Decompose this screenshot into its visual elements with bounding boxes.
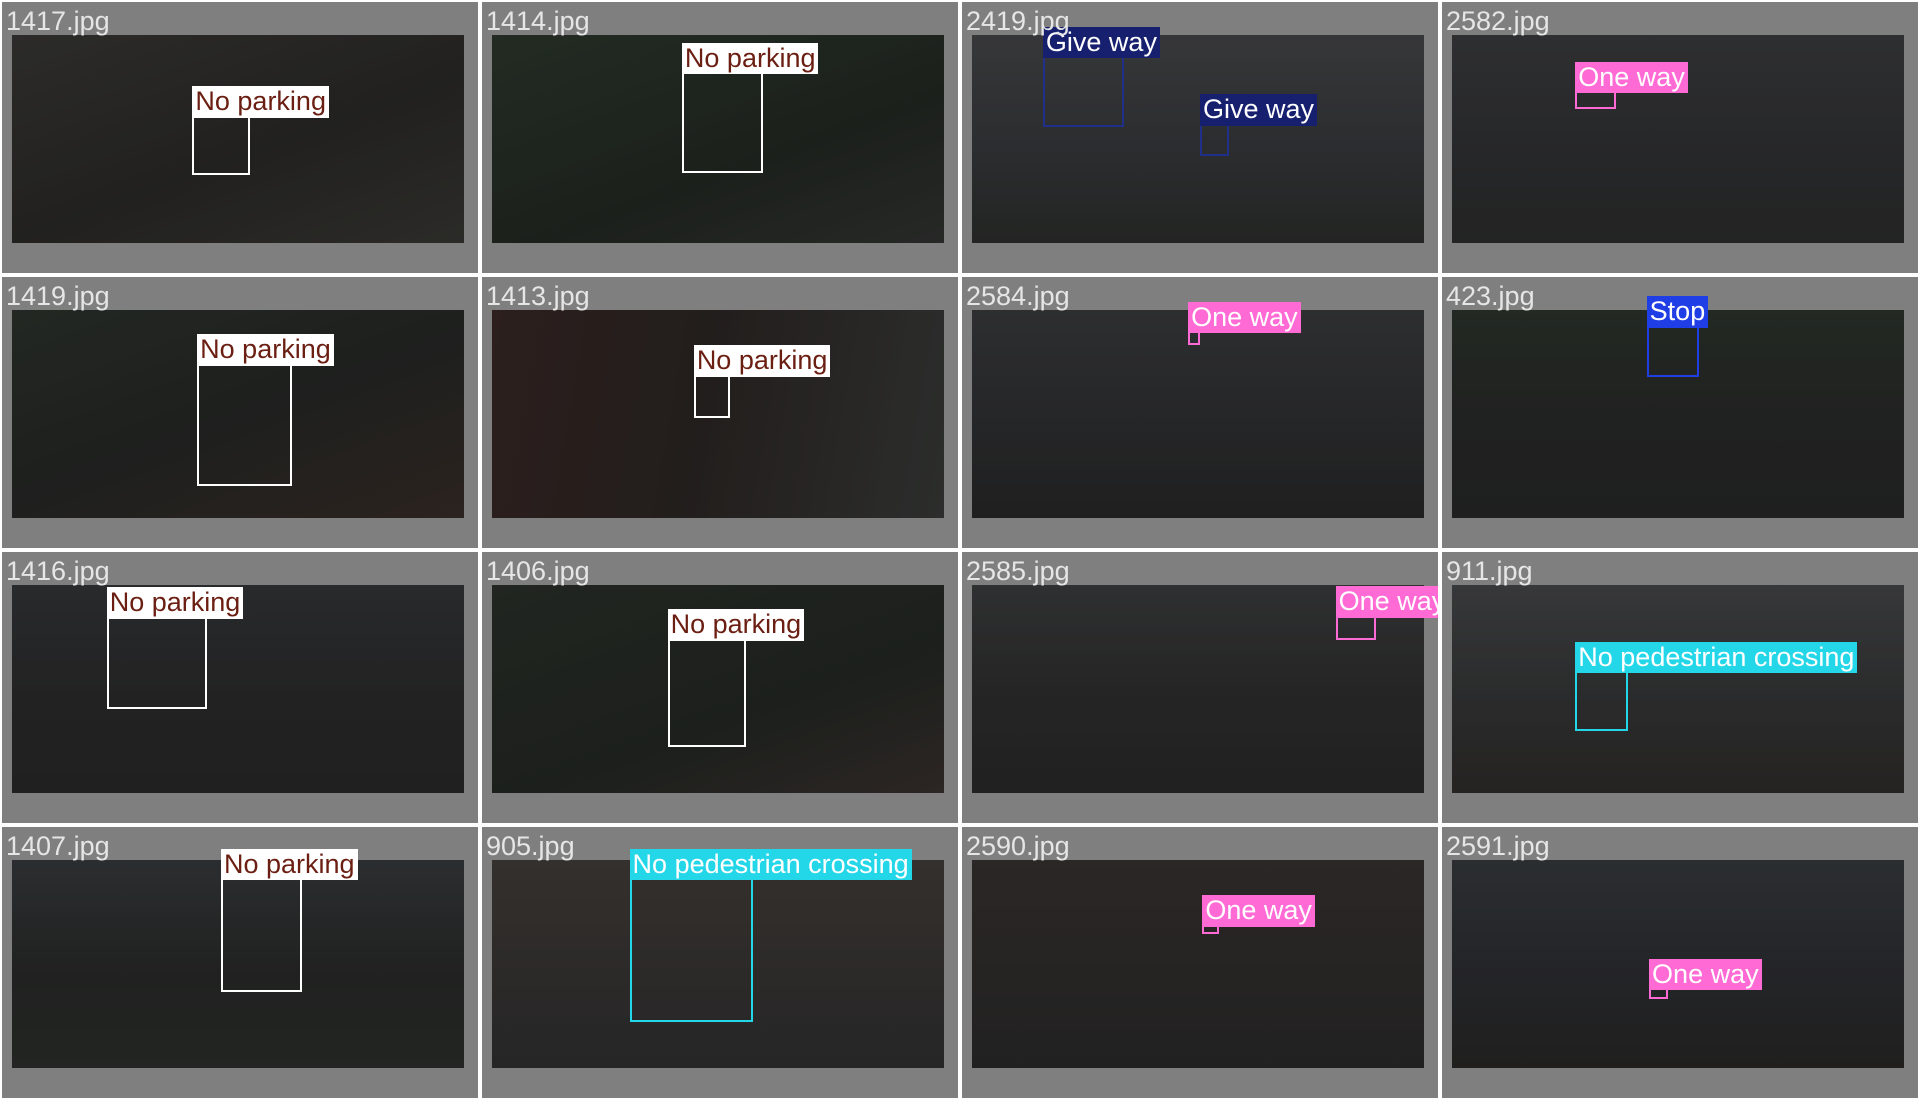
detection-label: No parking [197, 334, 334, 366]
detection-label: Give way [1200, 94, 1318, 126]
detection-label: No parking [220, 848, 358, 881]
result-tile[interactable]: 1406.jpg No parking [482, 552, 958, 823]
photo [1451, 34, 1904, 244]
filename: 1407.jpg [6, 831, 110, 861]
photo [1451, 309, 1904, 519]
photo [971, 584, 1424, 794]
detection-box: One way [1649, 958, 1762, 1000]
photo [491, 309, 944, 519]
detection-label: One way [1575, 61, 1688, 94]
result-tile[interactable]: 2585.jpg One way [962, 552, 1438, 823]
detection-label: Stop [1646, 296, 1709, 328]
detection-label: One way [1649, 958, 1762, 991]
result-tile[interactable]: 1407.jpg No parking [2, 827, 478, 1098]
result-tile[interactable]: 905.jpg No pedestrian crossing [482, 827, 958, 1098]
filename: 2585.jpg [966, 556, 1070, 586]
photo [491, 859, 944, 1069]
filename: 2591.jpg [1446, 831, 1550, 861]
result-tile[interactable]: 1416.jpg No parking [2, 552, 478, 823]
result-tile[interactable]: 1417.jpg No parking [2, 2, 478, 273]
result-tile[interactable]: 2590.jpg One way [962, 827, 1438, 1098]
result-tile[interactable]: 2582.jpg One way [1442, 2, 1918, 273]
detection-label: No parking [667, 609, 805, 641]
result-tile[interactable]: 2591.jpg One way [1442, 827, 1918, 1098]
detection-box: No parking [681, 42, 819, 173]
filename: 1406.jpg [486, 556, 590, 586]
detection-label: No parking [681, 42, 819, 75]
filename: 2419.jpg [966, 6, 1070, 36]
result-tile[interactable]: 1414.jpg No parking [482, 2, 958, 273]
filename: 1416.jpg [6, 556, 110, 586]
filename: 423.jpg [1446, 281, 1535, 311]
detection-label: One way [1335, 585, 1438, 618]
result-tile[interactable]: 1419.jpg No parking [2, 277, 478, 548]
detection-box: Stop [1646, 296, 1709, 378]
detection-box: Give way [1200, 94, 1318, 157]
photo [1451, 584, 1904, 794]
detection-box: Give way [1042, 26, 1160, 127]
result-tile[interactable]: 423.jpg Stop [1442, 277, 1918, 548]
photo [11, 859, 464, 1069]
result-tile[interactable]: 2584.jpg One way [962, 277, 1438, 548]
filename: 1419.jpg [6, 281, 110, 311]
filename: 1414.jpg [486, 6, 590, 36]
detection-box: No parking [192, 86, 329, 176]
detection-label: No parking [192, 86, 329, 118]
detection-box: No pedestrian crossing [629, 848, 912, 1023]
detection-label: One way [1202, 894, 1315, 927]
filename: 1417.jpg [6, 6, 110, 36]
result-tile[interactable]: 2419.jpg Give way Give way [962, 2, 1438, 273]
detection-label: Give way [1042, 26, 1160, 59]
filename: 1413.jpg [486, 281, 590, 311]
detection-label: No parking [106, 587, 244, 620]
photo [971, 859, 1424, 1069]
filename: 911.jpg [1446, 556, 1533, 586]
detection-box: One way [1188, 301, 1301, 345]
photo [971, 34, 1424, 244]
filename: 2582.jpg [1446, 6, 1550, 36]
detection-box: No parking [220, 848, 358, 993]
detection-label: No pedestrian crossing [1575, 641, 1858, 674]
photo [11, 309, 464, 519]
photo [11, 584, 464, 794]
filename: 905.jpg [486, 831, 575, 861]
detection-box: One way [1335, 585, 1438, 641]
detection-box: No pedestrian crossing [1575, 641, 1858, 731]
detection-box: One way [1575, 61, 1688, 110]
filename: 2590.jpg [966, 831, 1070, 861]
result-tile[interactable]: 911.jpg No pedestrian crossing [1442, 552, 1918, 823]
filename: 2584.jpg [966, 281, 1070, 311]
photo [11, 34, 464, 244]
detection-label: No pedestrian crossing [629, 848, 912, 881]
photo [1451, 859, 1904, 1069]
detection-box: No parking [693, 344, 831, 418]
detection-label: One way [1188, 301, 1301, 334]
result-tile[interactable]: 1413.jpg No parking [482, 277, 958, 548]
detection-box: One way [1202, 894, 1315, 935]
detection-box: No parking [667, 609, 805, 748]
detection-box: No parking [197, 334, 334, 486]
detection-box: No parking [106, 587, 244, 710]
detection-label: No parking [693, 344, 831, 377]
